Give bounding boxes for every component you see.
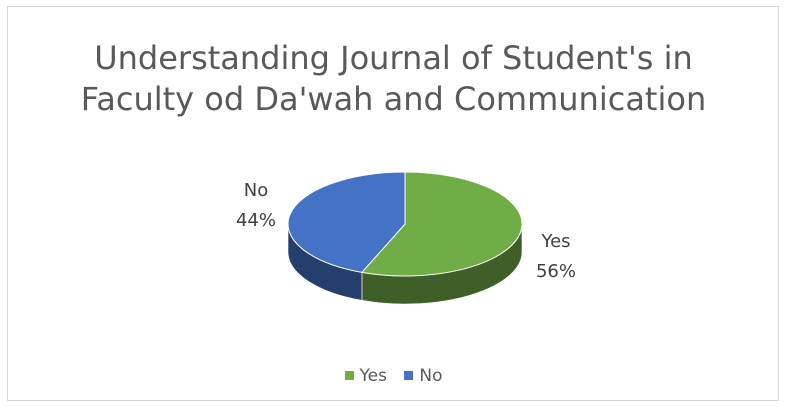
- legend-swatch-yes: [344, 371, 354, 380]
- legend-item-yes: Yes: [344, 365, 387, 386]
- pie-slice-no: [287, 171, 406, 273]
- legend-swatch-no: [404, 371, 414, 380]
- data-label-yes-percent: 56%: [536, 261, 576, 282]
- legend-item-no: No: [404, 366, 442, 386]
- chart-title: Understanding Journal of Student's in Fa…: [0, 38, 787, 120]
- legend-label-no: No: [419, 365, 443, 386]
- data-label-no-category: No: [244, 180, 268, 201]
- pie-slice-yes: [360, 171, 523, 277]
- chart-title-line-1: Understanding Journal of Student's in: [94, 39, 693, 77]
- legend-label-yes: Yes: [359, 365, 387, 386]
- data-label-no-percent: 44%: [236, 210, 276, 231]
- data-label-yes-category: Yes: [540, 231, 570, 252]
- chart-legend: Yes No: [0, 365, 787, 386]
- pie-3d: [287, 171, 523, 305]
- chart-title-line-2: Faculty od Da'wah and Communication: [80, 80, 707, 118]
